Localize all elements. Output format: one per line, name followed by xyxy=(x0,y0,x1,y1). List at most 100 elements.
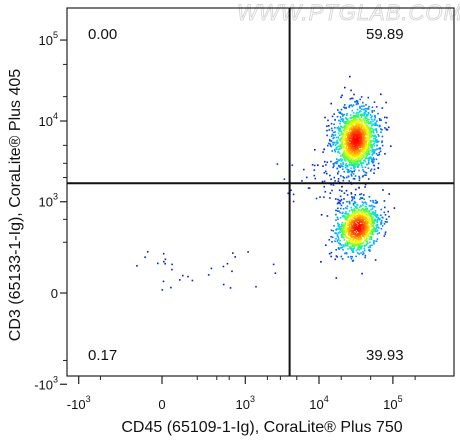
event-dot xyxy=(344,164,347,166)
event-dot xyxy=(375,140,378,143)
event-dot xyxy=(367,229,369,231)
event-dot xyxy=(386,128,389,131)
event-dot xyxy=(364,166,367,169)
event-dot xyxy=(328,252,331,255)
event-dot xyxy=(358,239,360,241)
event-dot xyxy=(354,140,357,143)
event-dot xyxy=(373,158,375,161)
event-dot xyxy=(368,143,370,145)
event-dot xyxy=(357,222,360,225)
event-dot xyxy=(352,142,354,144)
event-dot xyxy=(345,231,348,234)
event-dot xyxy=(347,228,350,230)
event-dot xyxy=(356,204,358,206)
event-dot xyxy=(365,229,368,232)
event-dot xyxy=(355,231,357,233)
event-dot xyxy=(350,167,352,169)
event-dot xyxy=(317,164,319,166)
event-dot xyxy=(371,222,374,225)
event-dot xyxy=(362,233,364,236)
event-dot xyxy=(373,240,376,242)
event-dot xyxy=(350,173,352,176)
event-dot xyxy=(344,151,346,153)
event-dot xyxy=(362,109,365,111)
event-dot xyxy=(372,213,374,215)
event-dot xyxy=(350,125,353,128)
event-dot xyxy=(356,111,358,114)
event-dot xyxy=(358,175,360,178)
event-dot xyxy=(366,242,369,244)
event-dot xyxy=(357,233,359,235)
event-dot xyxy=(376,226,378,229)
event-dot xyxy=(349,237,352,239)
event-dot xyxy=(348,150,351,152)
event-dot xyxy=(337,180,340,182)
event-dot xyxy=(371,212,374,214)
event-dot xyxy=(380,119,382,121)
event-dot xyxy=(360,226,362,228)
event-dot xyxy=(344,223,346,226)
event-dot xyxy=(374,259,377,261)
event-dot xyxy=(341,258,344,260)
event-dot xyxy=(344,124,347,127)
event-dot xyxy=(345,235,347,237)
event-dot xyxy=(365,218,368,220)
event-dot xyxy=(372,201,375,204)
event-dot xyxy=(342,211,344,214)
event-dot xyxy=(357,122,360,124)
event-dot xyxy=(360,120,362,123)
event-dot xyxy=(320,214,323,216)
event-dot xyxy=(372,228,375,230)
event-dot xyxy=(331,241,333,243)
event-dot xyxy=(355,115,358,118)
event-dot xyxy=(370,224,372,226)
event-dot xyxy=(353,202,356,204)
event-dot xyxy=(328,239,331,241)
event-dot xyxy=(322,151,324,153)
event-dot xyxy=(384,221,387,223)
event-dot xyxy=(364,223,367,225)
event-dot xyxy=(361,230,364,232)
x-tick-label: 104 xyxy=(309,394,328,412)
event-dot xyxy=(353,208,356,210)
event-dot xyxy=(342,224,345,226)
event-dot xyxy=(362,220,364,223)
event-dot xyxy=(357,242,359,245)
event-dot xyxy=(326,134,328,137)
event-dot xyxy=(374,124,377,126)
event-dot xyxy=(339,166,341,168)
event-dot xyxy=(354,165,357,168)
event-dot xyxy=(367,127,369,130)
event-dot xyxy=(361,221,363,224)
event-dot xyxy=(372,219,374,221)
event-dot xyxy=(340,108,343,111)
event-dot xyxy=(350,223,353,225)
event-dot xyxy=(360,150,363,153)
event-dot xyxy=(359,107,361,109)
event-dot xyxy=(366,231,368,234)
event-dot xyxy=(357,252,359,254)
event-dot xyxy=(338,130,341,132)
event-dot xyxy=(330,255,332,258)
event-dot xyxy=(359,209,361,212)
event-dot xyxy=(338,189,341,192)
event-dot xyxy=(343,192,346,194)
event-dot xyxy=(369,244,371,247)
event-dot xyxy=(358,179,361,182)
event-dot xyxy=(365,236,368,239)
event-dot xyxy=(346,166,349,168)
event-dot xyxy=(365,138,368,141)
event-dot xyxy=(364,126,366,128)
event-dot xyxy=(358,242,361,244)
event-dot xyxy=(364,236,367,239)
event-dot xyxy=(371,158,374,161)
event-dot xyxy=(342,249,344,251)
event-dot xyxy=(344,222,346,225)
event-dot xyxy=(348,180,350,182)
event-dot xyxy=(361,225,364,228)
event-dot xyxy=(348,224,350,227)
event-dot xyxy=(358,219,360,222)
event-dot xyxy=(333,141,336,144)
event-dot xyxy=(387,126,390,129)
event-dot xyxy=(330,251,333,254)
